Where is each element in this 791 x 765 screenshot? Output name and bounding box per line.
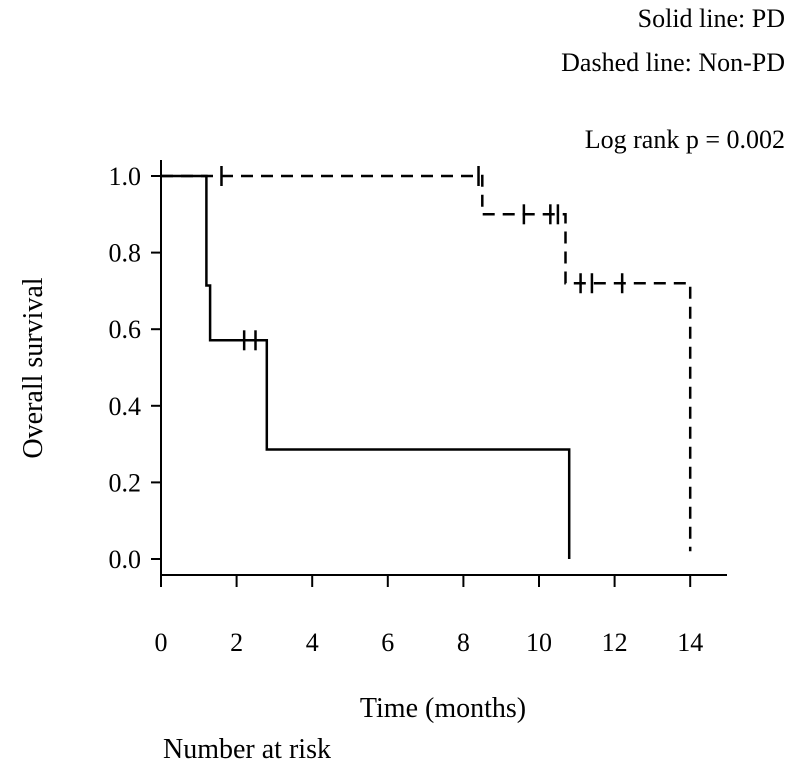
x-tick-label: 0 — [155, 628, 168, 657]
legend-dashed-line: Dashed line: Non-PD — [561, 48, 785, 77]
legend-solid-line: Solid line: PD — [638, 4, 785, 33]
x-tick-label: 6 — [381, 628, 394, 657]
x-tick-label: 14 — [677, 628, 703, 657]
y-ticks: 0.0 0.2 0.4 0.6 0.8 1.0 — [109, 162, 161, 574]
y-axis-title: Overall survival — [18, 277, 49, 458]
number-at-risk-label: Number at risk — [163, 734, 331, 765]
x-tick-label: 8 — [457, 628, 470, 657]
series-layer — [161, 166, 692, 559]
series-line-pd — [161, 174, 571, 559]
y-tick-label: 0.6 — [109, 315, 142, 344]
y-tick-label: 0.8 — [109, 239, 142, 268]
y-tick-label: 0.0 — [109, 545, 142, 574]
axes — [160, 160, 727, 576]
x-tick-label: 10 — [526, 628, 552, 657]
x-tick-label: 2 — [230, 628, 243, 657]
y-tick-label: 0.2 — [109, 468, 142, 497]
x-ticks: 0 2 4 6 8 10 12 14 — [155, 575, 703, 657]
series-line-non-pd — [161, 174, 692, 552]
x-tick-label: 12 — [602, 628, 628, 657]
x-tick-label: 4 — [306, 628, 319, 657]
x-axis-title: Time (months) — [360, 693, 526, 724]
log-rank-annotation: Log rank p = 0.002 — [585, 125, 785, 154]
y-tick-label: 0.4 — [109, 392, 142, 421]
y-tick-label: 1.0 — [109, 162, 142, 191]
